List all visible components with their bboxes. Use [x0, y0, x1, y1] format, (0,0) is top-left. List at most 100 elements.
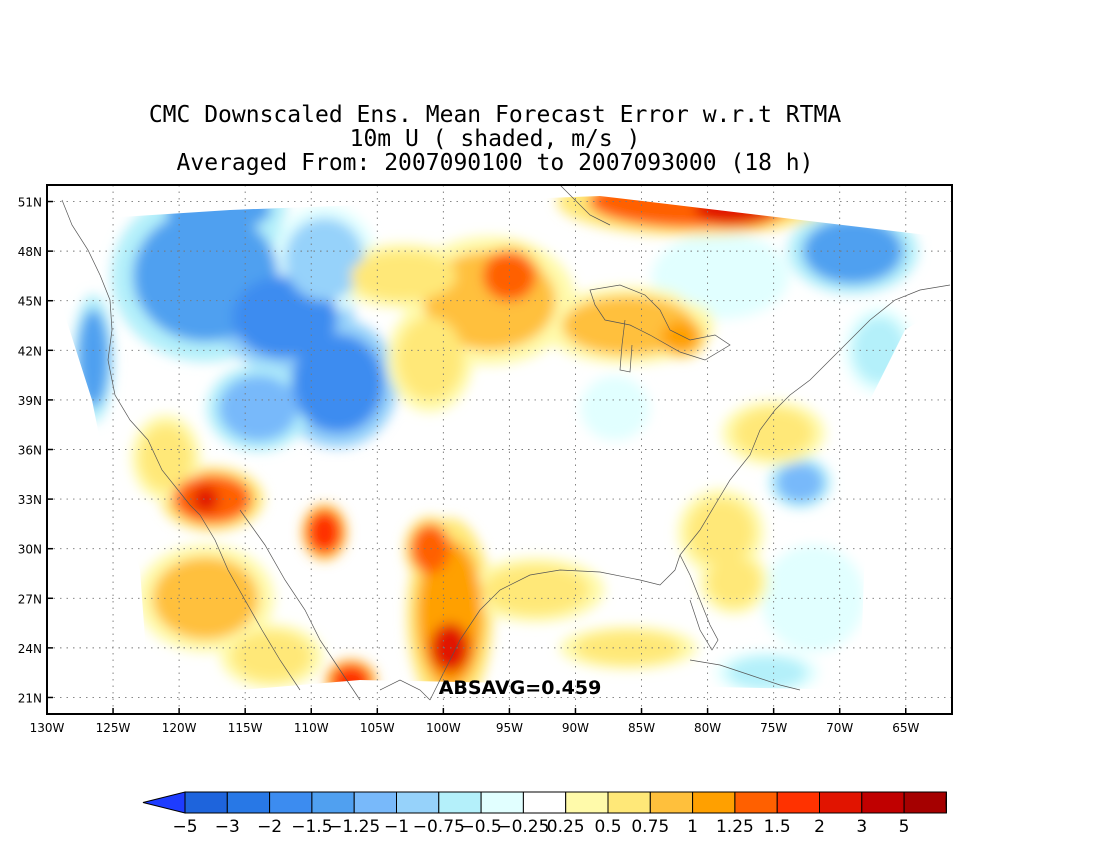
field-blob	[773, 556, 853, 640]
colorbar-swatch	[269, 791, 313, 814]
colorbar-label: −2	[257, 817, 282, 837]
west-coast-line	[61, 199, 201, 516]
colorbar-label: −0.75	[413, 817, 465, 837]
lat-tick-label: 39N	[18, 394, 42, 408]
lon-tick-label: 75W	[760, 721, 787, 735]
florida-line	[679, 554, 719, 651]
lon-tick-label: 100W	[426, 721, 461, 735]
colorbar-label: 5	[899, 817, 910, 837]
field-blob	[139, 424, 193, 491]
colorbar-label: 1.5	[764, 817, 791, 837]
lat-tick-label: 30N	[18, 543, 42, 557]
field-blob	[588, 383, 642, 433]
shaded-field	[58, 196, 952, 690]
map-title-line2: 10m U ( shaded, m/s )	[349, 126, 641, 152]
field-blob	[284, 218, 365, 301]
colorbar-swatch	[226, 791, 271, 814]
colorbar-swatch	[438, 791, 482, 814]
lon-tick-label: 120W	[162, 721, 197, 735]
field-blob	[482, 565, 589, 615]
colorbar-label: −3	[215, 817, 240, 837]
baja-coast-line	[199, 514, 301, 691]
field-blob	[231, 631, 312, 681]
lat-tick-label: 42N	[18, 344, 42, 358]
lon-tick-label: 90W	[562, 721, 589, 735]
field-blob	[562, 295, 695, 356]
map-title-line1: CMC Downscaled Ens. Mean Forecast Error …	[148, 102, 842, 128]
colorbar-swatch	[734, 791, 778, 814]
absavg-annotation: ABSAVG=0.459	[439, 677, 602, 699]
colorbar-swatch	[692, 791, 736, 814]
colorbar-label: 0.75	[631, 817, 669, 837]
lon-tick-label: 125W	[96, 721, 131, 735]
field-blob	[694, 196, 774, 225]
great-lakes-line	[589, 284, 731, 361]
colorbar-swatch	[184, 791, 228, 814]
lat-tick-label: 36N	[18, 444, 42, 458]
lon-tick-label: 130W	[30, 721, 65, 735]
lon-tick-label: 110W	[294, 721, 329, 735]
colorbar-swatch	[903, 791, 947, 814]
lat-tick-label: 33N	[18, 493, 42, 507]
longitude-tick-labels: 130W 125W 120W 115W 110W 105W 100W 95W 90W 85W 80W…	[30, 708, 919, 735]
colorbar-labels: −5 −3 −2 −1.5−1.25 −1 −0.75−0.5−0.250.25 0.5 0.…	[172, 817, 909, 837]
field-blob	[667, 242, 774, 309]
colorbar-label: 2	[814, 817, 825, 837]
field-blob	[165, 196, 272, 232]
field-blob	[410, 523, 450, 574]
cuba-line	[689, 659, 801, 691]
colorbar-label: −0.25	[497, 817, 549, 837]
colorbar-label: −1.5	[291, 817, 332, 837]
field-blob	[707, 556, 761, 607]
hudson-bay-line	[559, 185, 611, 226]
gulf-coast-line	[429, 554, 681, 701]
field-blob	[77, 308, 110, 409]
field-blob	[575, 631, 682, 665]
lon-tick-label: 80W	[694, 721, 721, 735]
lon-tick-label: 115W	[228, 721, 263, 735]
lat-lon-grid	[46, 185, 952, 714]
colorbar-label: −0.5	[460, 817, 501, 837]
field-blob	[802, 218, 904, 285]
field-blob	[218, 375, 299, 442]
colorbar-label: 0.5	[594, 817, 621, 837]
colorbar-swatch	[565, 791, 609, 814]
colorbar-swatch	[480, 791, 524, 814]
lat-tick-label: 21N	[18, 691, 42, 705]
field-blob	[291, 333, 384, 433]
colorbar-swatch	[607, 791, 651, 814]
lon-tick-label: 65W	[892, 721, 919, 735]
lat-tick-label: 27N	[18, 592, 42, 606]
field-blob	[687, 499, 754, 566]
gulf-of-california-line	[239, 509, 361, 701]
field-blob	[430, 623, 470, 673]
field-blob	[482, 251, 536, 301]
colorbar-swatch	[861, 791, 905, 814]
coastlines	[61, 185, 951, 701]
lat-tick-label: 48N	[18, 245, 42, 259]
colorbar-label: 1.25	[716, 817, 754, 837]
colorbar-swatch	[819, 791, 863, 814]
colorbar-swatch	[353, 791, 398, 814]
field-blob	[397, 317, 464, 400]
field-blob	[331, 664, 371, 690]
colorbar-label: −1	[384, 817, 409, 837]
colorbar-label: 3	[856, 817, 867, 837]
colorbar-under-arrow	[142, 791, 186, 814]
colorbar-label: 0.25	[547, 817, 585, 837]
map-title-line3: Averaged From: 2007090100 to 2007093000 …	[176, 150, 814, 176]
field-blob	[776, 462, 824, 503]
lon-tick-label: 105W	[360, 721, 395, 735]
lon-tick-label: 95W	[496, 721, 523, 735]
field-blob	[307, 510, 342, 554]
colorbar-swatch	[396, 791, 440, 814]
colorbar-label: −5	[172, 817, 197, 837]
field-blob	[192, 485, 219, 513]
colorbar	[142, 791, 947, 814]
lake-michigan-line	[619, 319, 633, 373]
lat-tick-label: 51N	[18, 196, 42, 210]
colorbar-swatch	[311, 791, 355, 814]
colorbar-swatch	[649, 791, 694, 814]
east-coast-line	[679, 284, 951, 556]
